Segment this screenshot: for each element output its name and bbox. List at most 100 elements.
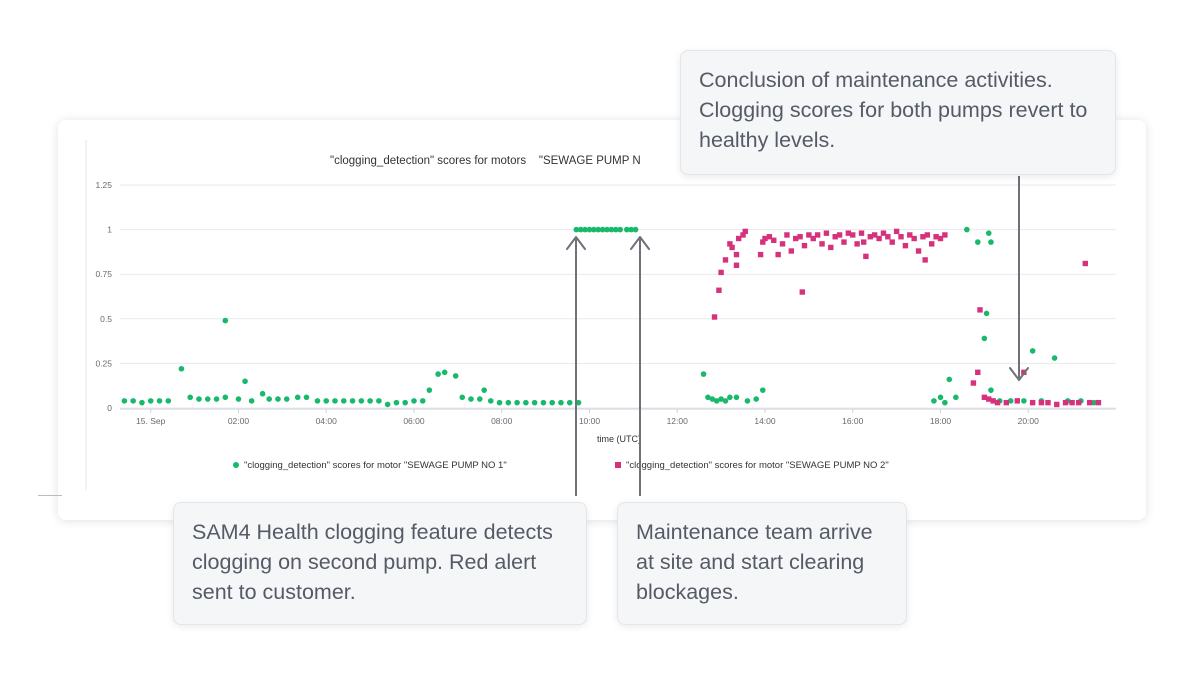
data-point — [850, 232, 856, 238]
data-point — [871, 232, 878, 238]
data-point — [426, 387, 433, 393]
data-point — [523, 399, 529, 406]
data-point — [981, 335, 988, 342]
data-point — [156, 398, 163, 404]
data-point — [496, 399, 503, 406]
data-point — [411, 398, 417, 404]
data-point — [893, 228, 900, 235]
arrow-maintenance-arrival — [630, 236, 650, 496]
data-point — [797, 234, 803, 240]
data-point — [915, 248, 922, 254]
data-point — [604, 226, 610, 233]
data-point — [885, 234, 891, 240]
x-tick-label: 15. Sep — [136, 416, 166, 426]
data-point — [613, 226, 619, 233]
x-tick-label: 12:00 — [667, 416, 689, 426]
data-point — [942, 399, 948, 406]
legend-item-2[interactable]: "clogging_detection" scores for motor "S… — [615, 460, 889, 471]
annotation-arrows — [566, 176, 1029, 496]
data-point — [1003, 399, 1010, 406]
x-tick-label: 16:00 — [842, 416, 864, 426]
data-point — [762, 235, 768, 242]
data-point — [540, 399, 547, 406]
data-point — [481, 387, 487, 393]
data-point — [810, 235, 816, 242]
data-point — [718, 396, 724, 402]
data-point — [819, 241, 825, 247]
data-point — [854, 241, 860, 247]
data-point — [788, 248, 795, 254]
data-point — [729, 244, 735, 251]
data-point — [468, 396, 474, 402]
data-point — [402, 399, 408, 406]
data-point — [970, 380, 977, 386]
data-point — [505, 399, 512, 406]
data-point — [632, 226, 639, 233]
data-point — [393, 399, 400, 406]
data-point — [1021, 398, 1027, 404]
data-point — [733, 251, 740, 258]
data-point — [196, 396, 202, 402]
data-point — [575, 399, 582, 406]
data-point — [617, 226, 623, 233]
data-point — [937, 394, 944, 401]
x-tick-label: 14:00 — [754, 416, 776, 426]
data-point — [248, 398, 255, 404]
data-point — [727, 241, 733, 247]
data-point — [591, 226, 597, 233]
x-tick-label: 10:00 — [579, 416, 601, 426]
data-point — [1076, 399, 1082, 406]
x-axis-label: time (UTC) — [597, 434, 641, 444]
data-point — [828, 244, 834, 251]
y-tick-label: 0 — [107, 403, 112, 413]
data-point — [266, 396, 272, 402]
data-point — [953, 394, 959, 401]
data-point — [990, 398, 996, 404]
data-point — [130, 398, 136, 404]
data-point — [165, 398, 172, 404]
data-point — [841, 239, 847, 245]
arrow-maintenance-conclusion — [1009, 176, 1029, 381]
legend-item-1[interactable]: "clogging_detection" scores for motor "S… — [233, 460, 507, 471]
data-point — [599, 226, 606, 233]
data-point — [920, 234, 926, 240]
data-point — [349, 398, 356, 404]
data-point — [742, 228, 748, 235]
data-point — [1029, 348, 1036, 354]
data-point — [711, 314, 718, 320]
data-point — [902, 242, 909, 249]
data-point — [876, 235, 882, 242]
data-point — [283, 396, 290, 402]
data-point — [178, 365, 185, 372]
data-point — [222, 317, 229, 324]
data-point — [771, 237, 777, 244]
data-point — [628, 226, 634, 233]
data-point — [1062, 399, 1069, 406]
data-point — [595, 226, 602, 233]
data-point — [376, 398, 382, 404]
data-point — [713, 398, 720, 404]
data-point — [937, 235, 944, 242]
data-point — [716, 287, 722, 293]
data-point — [863, 253, 869, 260]
data-point — [147, 398, 154, 404]
data-point — [946, 376, 953, 383]
data-point — [832, 234, 838, 240]
data-point — [784, 232, 790, 238]
callout-maintenance-arrival: Maintenance team arrive at site and star… — [617, 502, 907, 625]
data-point — [577, 226, 584, 233]
data-point — [487, 398, 494, 404]
data-point — [1091, 399, 1097, 406]
x-tick-label: 02:00 — [228, 416, 250, 426]
data-point — [964, 226, 970, 233]
data-point — [733, 394, 740, 401]
data-point — [907, 232, 913, 238]
data-point — [459, 394, 466, 401]
data-point — [718, 269, 724, 276]
data-point — [845, 230, 852, 236]
legend-label: "clogging_detection" scores for motor "S… — [244, 460, 507, 471]
data-point — [384, 401, 391, 408]
legend[interactable]: "clogging_detection" scores for motor "S… — [233, 460, 889, 471]
data-point — [757, 251, 764, 258]
legend-marker — [233, 462, 239, 468]
